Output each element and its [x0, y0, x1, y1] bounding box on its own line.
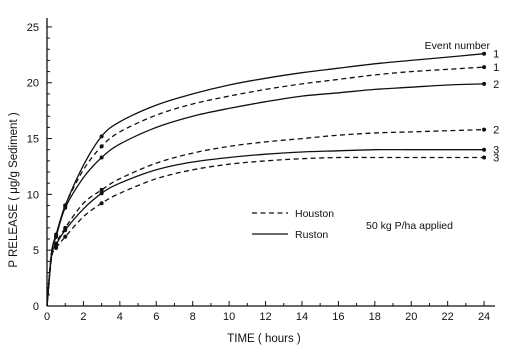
x-tick-label: 4: [117, 311, 123, 323]
event-label-ruston-event-2: 2: [493, 79, 499, 91]
data-point-ruston-event-1: [99, 134, 104, 139]
event-label-houston-event-2: 2: [493, 125, 499, 137]
event-number-header: Event number: [425, 40, 491, 52]
event-label-ruston-event-1: 1: [493, 49, 499, 61]
data-point-ruston-event-2: [482, 81, 487, 86]
x-tick-label: 14: [296, 311, 308, 323]
data-point-houston-event-1: [99, 144, 104, 149]
event-label-ruston-event-3: 3: [493, 145, 499, 157]
applied-annotation: 50 kg P/ha applied: [366, 220, 453, 232]
data-point-ruston-event-1: [482, 51, 487, 56]
data-point-ruston-event-3: [54, 242, 59, 247]
data-point-houston-event-3: [54, 245, 59, 250]
series-line-ruston-event-3: [46, 148, 485, 307]
data-point-ruston-event-3: [99, 191, 104, 196]
y-tick-label: 0: [33, 301, 39, 313]
legend-label-ruston: Ruston: [295, 229, 328, 241]
data-point-ruston-event-2: [99, 155, 104, 160]
data-point-ruston-event-2: [54, 234, 59, 239]
data-point-houston-event-2: [482, 127, 487, 132]
y-tick-label: 10: [27, 189, 39, 201]
x-axis-title: TIME ( hours ): [227, 333, 301, 345]
event-label-houston-event-1: 1: [493, 62, 499, 74]
x-tick-label: 18: [369, 311, 381, 323]
x-tick-label: 2: [80, 311, 86, 323]
legend-label-houston: Houston: [295, 208, 334, 220]
series-line-ruston-event-2: [46, 83, 485, 307]
series-group: [46, 53, 485, 307]
x-tick-label: 12: [259, 311, 271, 323]
data-point-ruston-event-3: [482, 147, 487, 152]
x-tick-label: 24: [478, 311, 490, 323]
marker-group: [54, 51, 487, 250]
data-point-ruston-event-2: [63, 205, 68, 210]
x-tick-label: 16: [332, 311, 344, 323]
series-line-houston-event-1: [46, 66, 485, 307]
y-tick-label: 15: [27, 134, 39, 146]
legend: Houston Ruston: [252, 208, 334, 241]
data-point-houston-event-1: [482, 65, 487, 70]
x-tick-label: 6: [153, 311, 159, 323]
y-tick-label: 5: [33, 245, 39, 257]
series-line-houston-event-2: [46, 128, 485, 307]
y-tick-label: 20: [27, 78, 39, 90]
data-point-houston-event-3: [482, 155, 487, 160]
series-line-houston-event-3: [46, 156, 485, 307]
data-point-houston-event-3: [63, 234, 68, 239]
x-tick-label: 0: [44, 311, 50, 323]
x-tick-label: 20: [405, 311, 417, 323]
series-line-ruston-event-1: [46, 53, 485, 307]
data-point-ruston-event-3: [63, 228, 68, 233]
data-point-houston-event-3: [99, 201, 104, 206]
x-tick-label: 10: [223, 311, 235, 323]
axes: [46, 18, 495, 307]
y-axis-title: P RELEASE ( μg/g Sediment ): [8, 112, 20, 268]
data-point-houston-event-2: [99, 187, 104, 192]
y-tick-label: 25: [27, 22, 39, 34]
x-tick-label: 22: [442, 311, 454, 323]
event-label-houston-event-3: 3: [493, 153, 499, 165]
x-tick-label: 8: [190, 311, 196, 323]
